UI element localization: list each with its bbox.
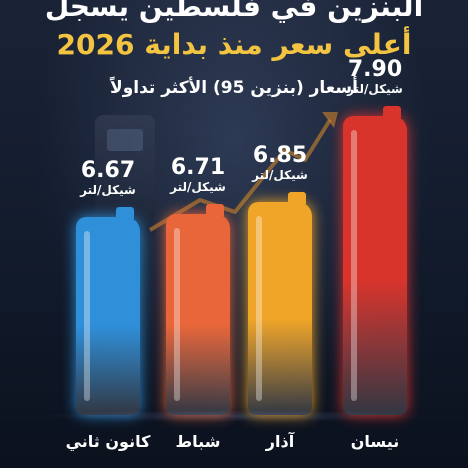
page-title-line2: أعلى سعر منذ بداية 2026 — [56, 28, 412, 61]
value-label: 6.67 — [80, 158, 136, 184]
unit-label: شيكل/لتر — [347, 81, 403, 96]
bar-1 — [76, 207, 140, 415]
category-label-1: كانون ثاني — [65, 432, 151, 451]
bar-shine — [351, 129, 357, 401]
pump-screen — [107, 129, 143, 151]
category-label-2: شباط — [175, 432, 221, 451]
bar-2 — [166, 203, 230, 415]
bar-shine — [174, 227, 180, 401]
bar-cap — [206, 203, 224, 216]
data-label-1: 6.67 شيكل/لتر — [63, 158, 153, 198]
value-label: 7.90 — [347, 56, 403, 82]
bar-4 — [343, 105, 407, 415]
bar-shine — [84, 231, 90, 401]
data-label-4: 7.90 شيكل/لتر — [330, 56, 420, 96]
data-label-2: 6.71 شيكل/لتر — [153, 154, 243, 194]
unit-label: شيكل/لتر — [170, 179, 226, 194]
bar-shine — [256, 216, 262, 401]
unit-label: شيكل/لتر — [252, 168, 308, 183]
bar-cap — [288, 192, 306, 205]
data-label-3: 6.85 شيكل/لتر — [235, 143, 325, 183]
value-label: 6.71 — [170, 154, 226, 180]
category-label-4: نيسان — [350, 432, 400, 451]
chart-subtitle: أسعار (بنزين 95) الأكثر تداولاً — [110, 78, 358, 98]
unit-label: شيكل/لتر — [80, 183, 136, 198]
bar-cap — [116, 207, 134, 220]
bar-3 — [248, 192, 312, 415]
value-label: 6.85 — [252, 143, 308, 169]
category-label-3: آذار — [265, 432, 295, 451]
bar-cap — [383, 105, 401, 118]
page-title-line1: البنزين في فلسطين يسجل — [44, 0, 424, 23]
